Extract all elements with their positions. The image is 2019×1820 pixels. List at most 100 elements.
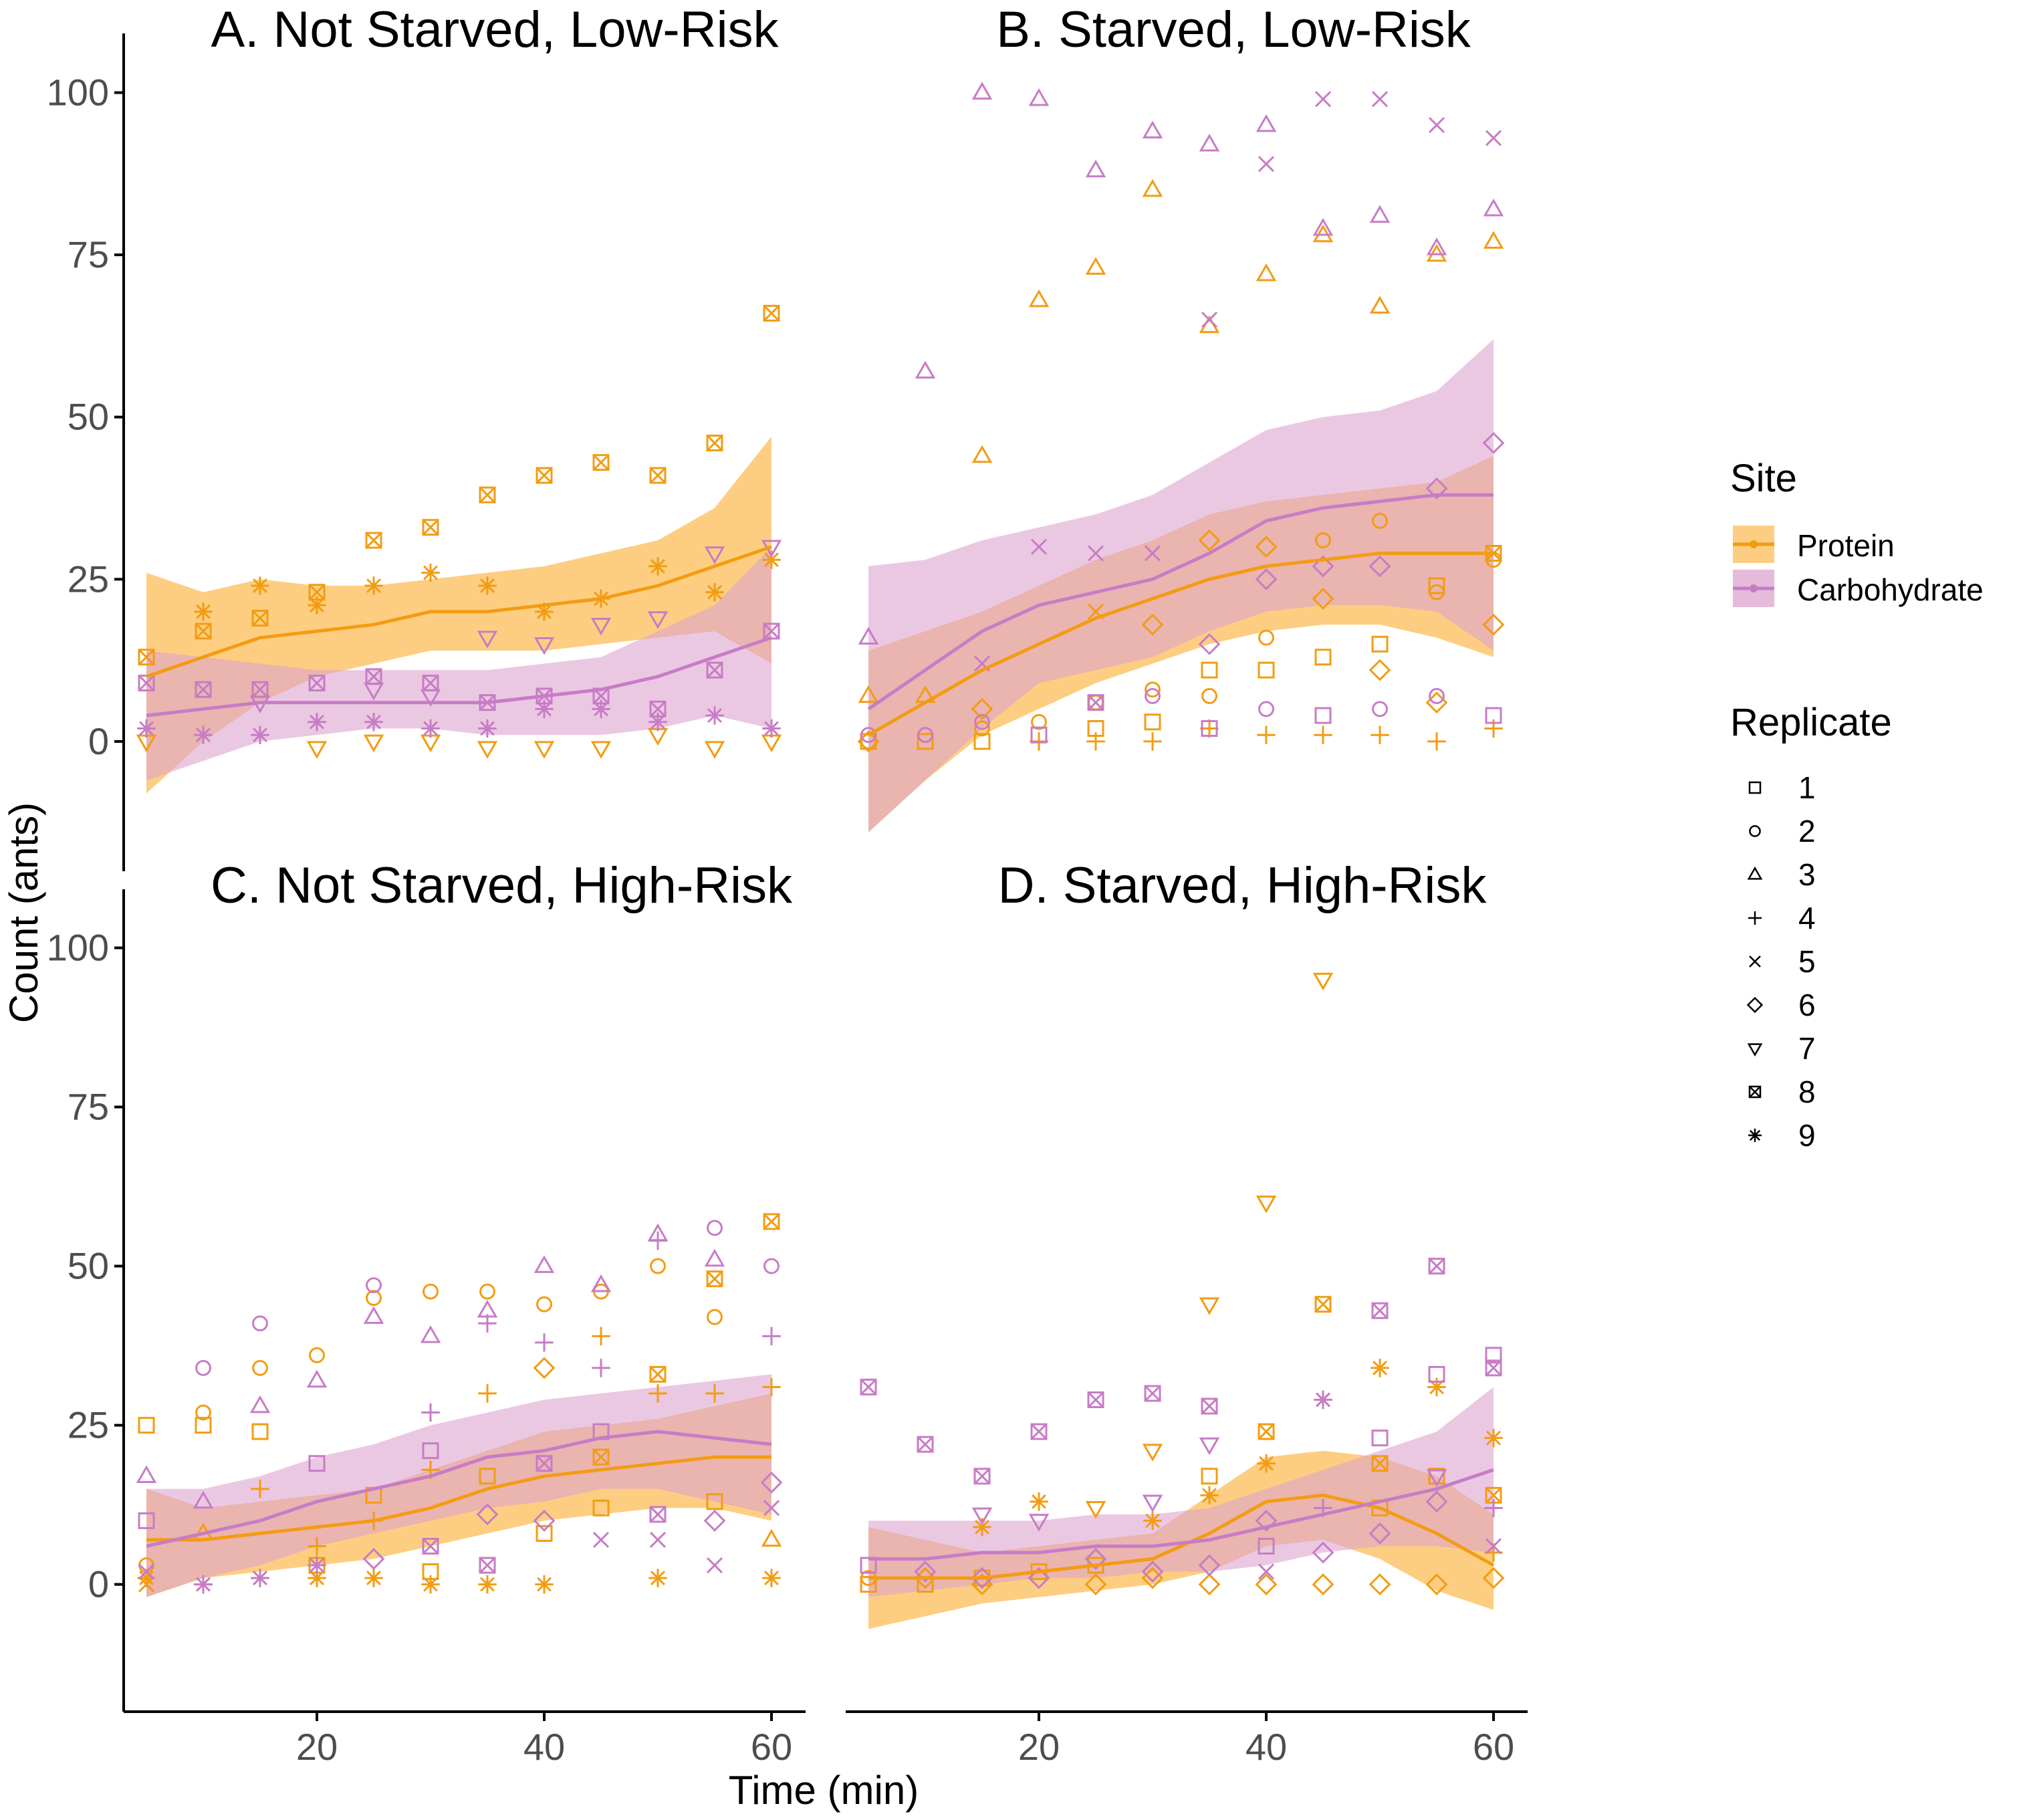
data-point-c-protein-13 [309,1347,325,1363]
data-point-b-carbohydrate-66 [1087,545,1104,562]
data-point-c-carbohydrate-48 [138,1512,155,1529]
data-point-a-carbohydrate-40 [308,675,326,692]
data-point-c-protein-9 [252,1359,268,1376]
data-point-d-protein-24 [1312,972,1334,991]
legend: Site Protein Carbohydrate Replicate 1 2 … [1730,457,1984,1153]
legend-label-replicate-2: 2 [1798,814,1816,848]
data-point-d-protein-34 [1425,1573,1448,1596]
confidence-band-carbohydrate-d [868,1387,1494,1597]
data-point-b-carbohydrate-56 [860,727,876,744]
data-point-b-protein-24 [1141,613,1164,636]
data-point-b-protein-40 [1371,635,1389,653]
data-point-b-protein-48 [1427,732,1446,751]
data-point-c-protein-8 [251,1423,269,1440]
data-point-c-protein-23 [421,1575,440,1594]
legend-label-replicate-4: 4 [1798,901,1816,935]
y-tick-label-a-75: 75 [68,233,109,275]
data-point-a-protein-10 [364,576,383,595]
data-point-b-protein-44 [1369,659,1391,681]
data-point-b-protein-23 [1143,732,1162,751]
data-point-d-protein-20 [1256,1196,1277,1214]
data-point-a-carbohydrate-46 [420,689,441,707]
data-point-c-protein-46 [761,1528,782,1547]
data-point-b-carbohydrate-69 [1144,545,1161,562]
data-point-b-carbohydrate-72 [1201,312,1218,328]
legend-label-replicate-6: 6 [1798,988,1816,1022]
data-point-c-protein-40 [706,1270,723,1288]
data-point-d-carbohydrate-54 [1201,1397,1218,1415]
data-point-d-carbohydrate-56 [1198,1554,1221,1577]
data-point-a-carbohydrate-58 [647,611,669,629]
data-point-c-carbohydrate-53 [194,1575,213,1594]
data-point-c-carbohydrate-60 [366,1277,382,1294]
data-point-c-protein-47 [762,1569,781,1587]
data-point-d-carbohydrate-73 [1485,1538,1502,1555]
x-tick-label-c-60: 60 [751,1726,792,1768]
data-point-b-carbohydrate-73 [1198,633,1221,655]
data-point-c-carbohydrate-80 [648,1231,667,1250]
data-point-b-protein-8 [974,720,990,737]
data-point-b-protein-33 [1257,725,1276,744]
data-point-d-carbohydrate-46 [1030,1423,1048,1440]
x-tick-label-d-20: 20 [1018,1726,1060,1768]
legend-key-replicate-8 [1748,1085,1762,1099]
data-point-b-protein-26 [1201,688,1217,704]
data-point-b-protein-45 [1428,577,1445,594]
data-point-c-protein-14 [308,1537,326,1556]
fit-line-carbohydrate-b [867,493,1494,711]
data-point-b-carbohydrate-87 [1428,116,1445,134]
data-point-b-carbohydrate-93 [1482,432,1505,454]
data-point-d-carbohydrate-62 [1312,1541,1334,1564]
data-point-d-carbohydrate-71 [1485,1359,1502,1377]
data-point-b-carbohydrate-58 [917,727,933,744]
x-tick-label-d-60: 60 [1473,1726,1514,1768]
data-point-c-protein-0 [138,1417,155,1434]
data-point-a-protein-24 [649,467,667,484]
data-point-a-carbohydrate-60 [706,661,723,679]
data-point-d-carbohydrate-47 [1028,1514,1050,1532]
data-point-c-carbohydrate-72 [535,1333,554,1352]
data-point-d-carbohydrate-55 [1199,1437,1220,1456]
fit-line-carbohydrate-d [868,1468,1494,1561]
data-point-b-protein-41 [1372,513,1388,529]
data-point-b-carbohydrate-74 [1201,720,1218,737]
data-point-d-protein-22 [1257,1454,1276,1473]
legend-label-replicate-1: 1 [1798,770,1816,805]
panel-a: A. Not Starved, Low-Risk 0 25 50 75 100 [47,1,782,871]
data-point-d-carbohydrate-51 [1144,1385,1161,1402]
data-point-a-protein-31 [762,550,781,569]
data-point-d-protein-25 [1314,1296,1332,1313]
legend-key-replicate-3 [1747,866,1763,880]
data-point-d-protein-18 [1200,1486,1219,1505]
data-point-c-carbohydrate-76 [592,1359,610,1377]
data-point-b-protein-36 [1315,532,1331,549]
data-point-b-carbohydrate-80 [1312,218,1334,236]
data-point-d-carbohydrate-59 [1258,1563,1275,1580]
data-point-b-carbohydrate-91 [1485,130,1502,146]
data-point-c-carbohydrate-59 [308,1556,326,1575]
data-point-d-carbohydrate-53 [1141,1561,1164,1583]
data-point-d-carbohydrate-44 [971,1507,993,1526]
data-point-d-protein-35 [1484,1428,1503,1448]
data-point-a-carbohydrate-62 [705,706,724,725]
legend-key-replicate-4 [1748,911,1762,925]
fit-line-protein-b [867,552,1494,737]
data-point-b-carbohydrate-59 [971,82,993,100]
data-point-d-protein-19 [1198,1573,1221,1596]
data-point-b-protein-4 [917,733,934,750]
data-point-b-carbohydrate-83 [1371,91,1389,108]
data-point-a-protein-7 [308,596,326,614]
data-point-b-protein-7 [973,733,991,750]
x-axis-title: Time (min) [729,1768,919,1813]
data-point-c-protein-44 [763,1213,780,1230]
data-point-d-carbohydrate-67 [1428,1365,1445,1383]
data-point-a-protein-30 [763,304,780,322]
data-point-a-protein-14 [420,734,441,753]
data-point-d-protein-27 [1312,1573,1334,1596]
data-point-c-carbohydrate-69 [476,1503,499,1526]
data-point-a-protein-2 [195,622,212,640]
data-point-c-carbohydrate-75 [590,1274,612,1292]
data-point-c-protein-27 [478,1575,497,1594]
data-point-d-carbohydrate-65 [1369,1522,1391,1545]
data-point-b-carbohydrate-75 [1256,114,1277,132]
